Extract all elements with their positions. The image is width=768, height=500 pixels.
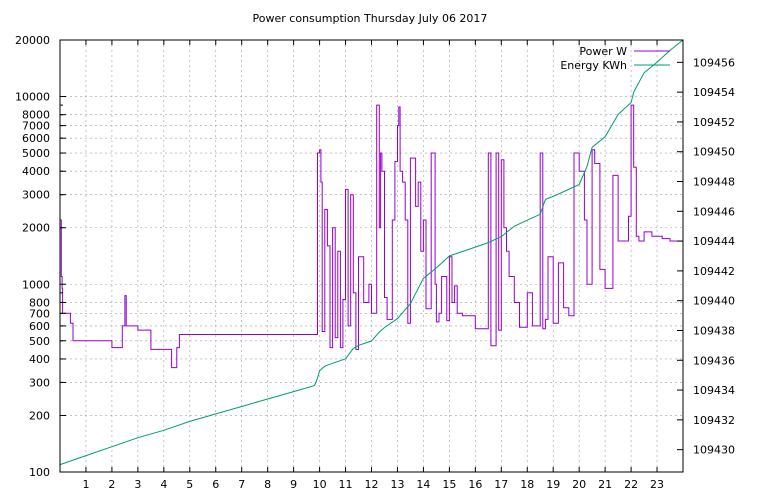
x-tick-label: 8 xyxy=(264,478,271,491)
y2-tick-label: 109440 xyxy=(693,295,735,308)
x-tick-label: 7 xyxy=(238,478,245,491)
y-tick-label: 600 xyxy=(29,320,50,333)
y2-tick-label: 109438 xyxy=(693,324,735,337)
y-tick-label: 800 xyxy=(29,296,50,309)
y-tick-label: 8000 xyxy=(22,109,50,122)
x-tick-label: 13 xyxy=(390,478,404,491)
x-tick-label: 4 xyxy=(160,478,167,491)
grid xyxy=(60,39,683,473)
x-tick-label: 18 xyxy=(520,478,534,491)
y-tick-label: 700 xyxy=(29,307,50,320)
axes: 1 2 3 4 5 6 7 8 9 10 11 12 13 14 15 16 17 18 19 20 21 22 23100… xyxy=(15,34,735,491)
y2-tick-label: 109436 xyxy=(693,354,735,367)
y-tick-label: 10000 xyxy=(15,91,50,104)
y2-tick-label: 109442 xyxy=(693,265,735,278)
y2-tick-label: 109446 xyxy=(693,205,735,218)
x-tick-label: 23 xyxy=(650,478,664,491)
chart-title: Power consumption Thursday July 06 2017 xyxy=(253,12,488,25)
y-tick-label: 2000 xyxy=(22,222,50,235)
y2-tick-label: 109452 xyxy=(693,116,735,129)
x-tick-label: 12 xyxy=(365,478,379,491)
x-tick-label: 21 xyxy=(598,478,612,491)
y-tick-label: 3000 xyxy=(22,189,50,202)
x-tick-label: 9 xyxy=(290,478,297,491)
legend-label: Power W xyxy=(579,45,627,58)
y-tick-label: 7000 xyxy=(22,120,50,133)
x-tick-label: 16 xyxy=(468,478,482,491)
y-tick-label: 500 xyxy=(29,335,50,348)
y-tick-label: 6000 xyxy=(22,132,50,145)
y2-tick-label: 109454 xyxy=(693,86,735,99)
y2-tick-label: 109450 xyxy=(693,146,735,159)
y-tick-label: 5000 xyxy=(22,147,50,160)
y-tick-label: 400 xyxy=(29,353,50,366)
y-tick-label: 200 xyxy=(29,409,50,422)
x-tick-label: 5 xyxy=(186,478,193,491)
x-tick-label: 3 xyxy=(134,478,141,491)
x-tick-label: 14 xyxy=(416,478,430,491)
y2-tick-label: 109432 xyxy=(693,414,735,427)
x-tick-label: 17 xyxy=(494,478,508,491)
x-tick-label: 6 xyxy=(212,478,219,491)
y-tick-label: 1000 xyxy=(22,278,50,291)
x-tick-label: 10 xyxy=(313,478,327,491)
legend-label: Energy KWh xyxy=(560,59,627,72)
y-tick-label: 300 xyxy=(29,376,50,389)
series-layer xyxy=(59,39,684,466)
x-tick-label: 1 xyxy=(82,478,89,491)
y2-tick-label: 109430 xyxy=(693,444,735,457)
y-tick-label: 100 xyxy=(29,466,50,479)
y2-tick-label: 109448 xyxy=(693,176,735,189)
x-tick-label: 20 xyxy=(572,478,586,491)
y-tick-label: 20000 xyxy=(15,34,50,47)
y2-tick-label: 109444 xyxy=(693,235,735,248)
y-tick-label: 4000 xyxy=(22,165,50,178)
x-tick-label: 2 xyxy=(108,478,115,491)
x-tick-label: 22 xyxy=(624,478,638,491)
series-line-energy xyxy=(59,39,684,466)
y2-tick-label: 109456 xyxy=(693,56,735,69)
x-tick-label: 15 xyxy=(442,478,456,491)
series-line-power xyxy=(60,104,684,369)
x-tick-label: 19 xyxy=(546,478,560,491)
x-tick-label: 11 xyxy=(339,478,353,491)
y2-tick-label: 109434 xyxy=(693,384,735,397)
